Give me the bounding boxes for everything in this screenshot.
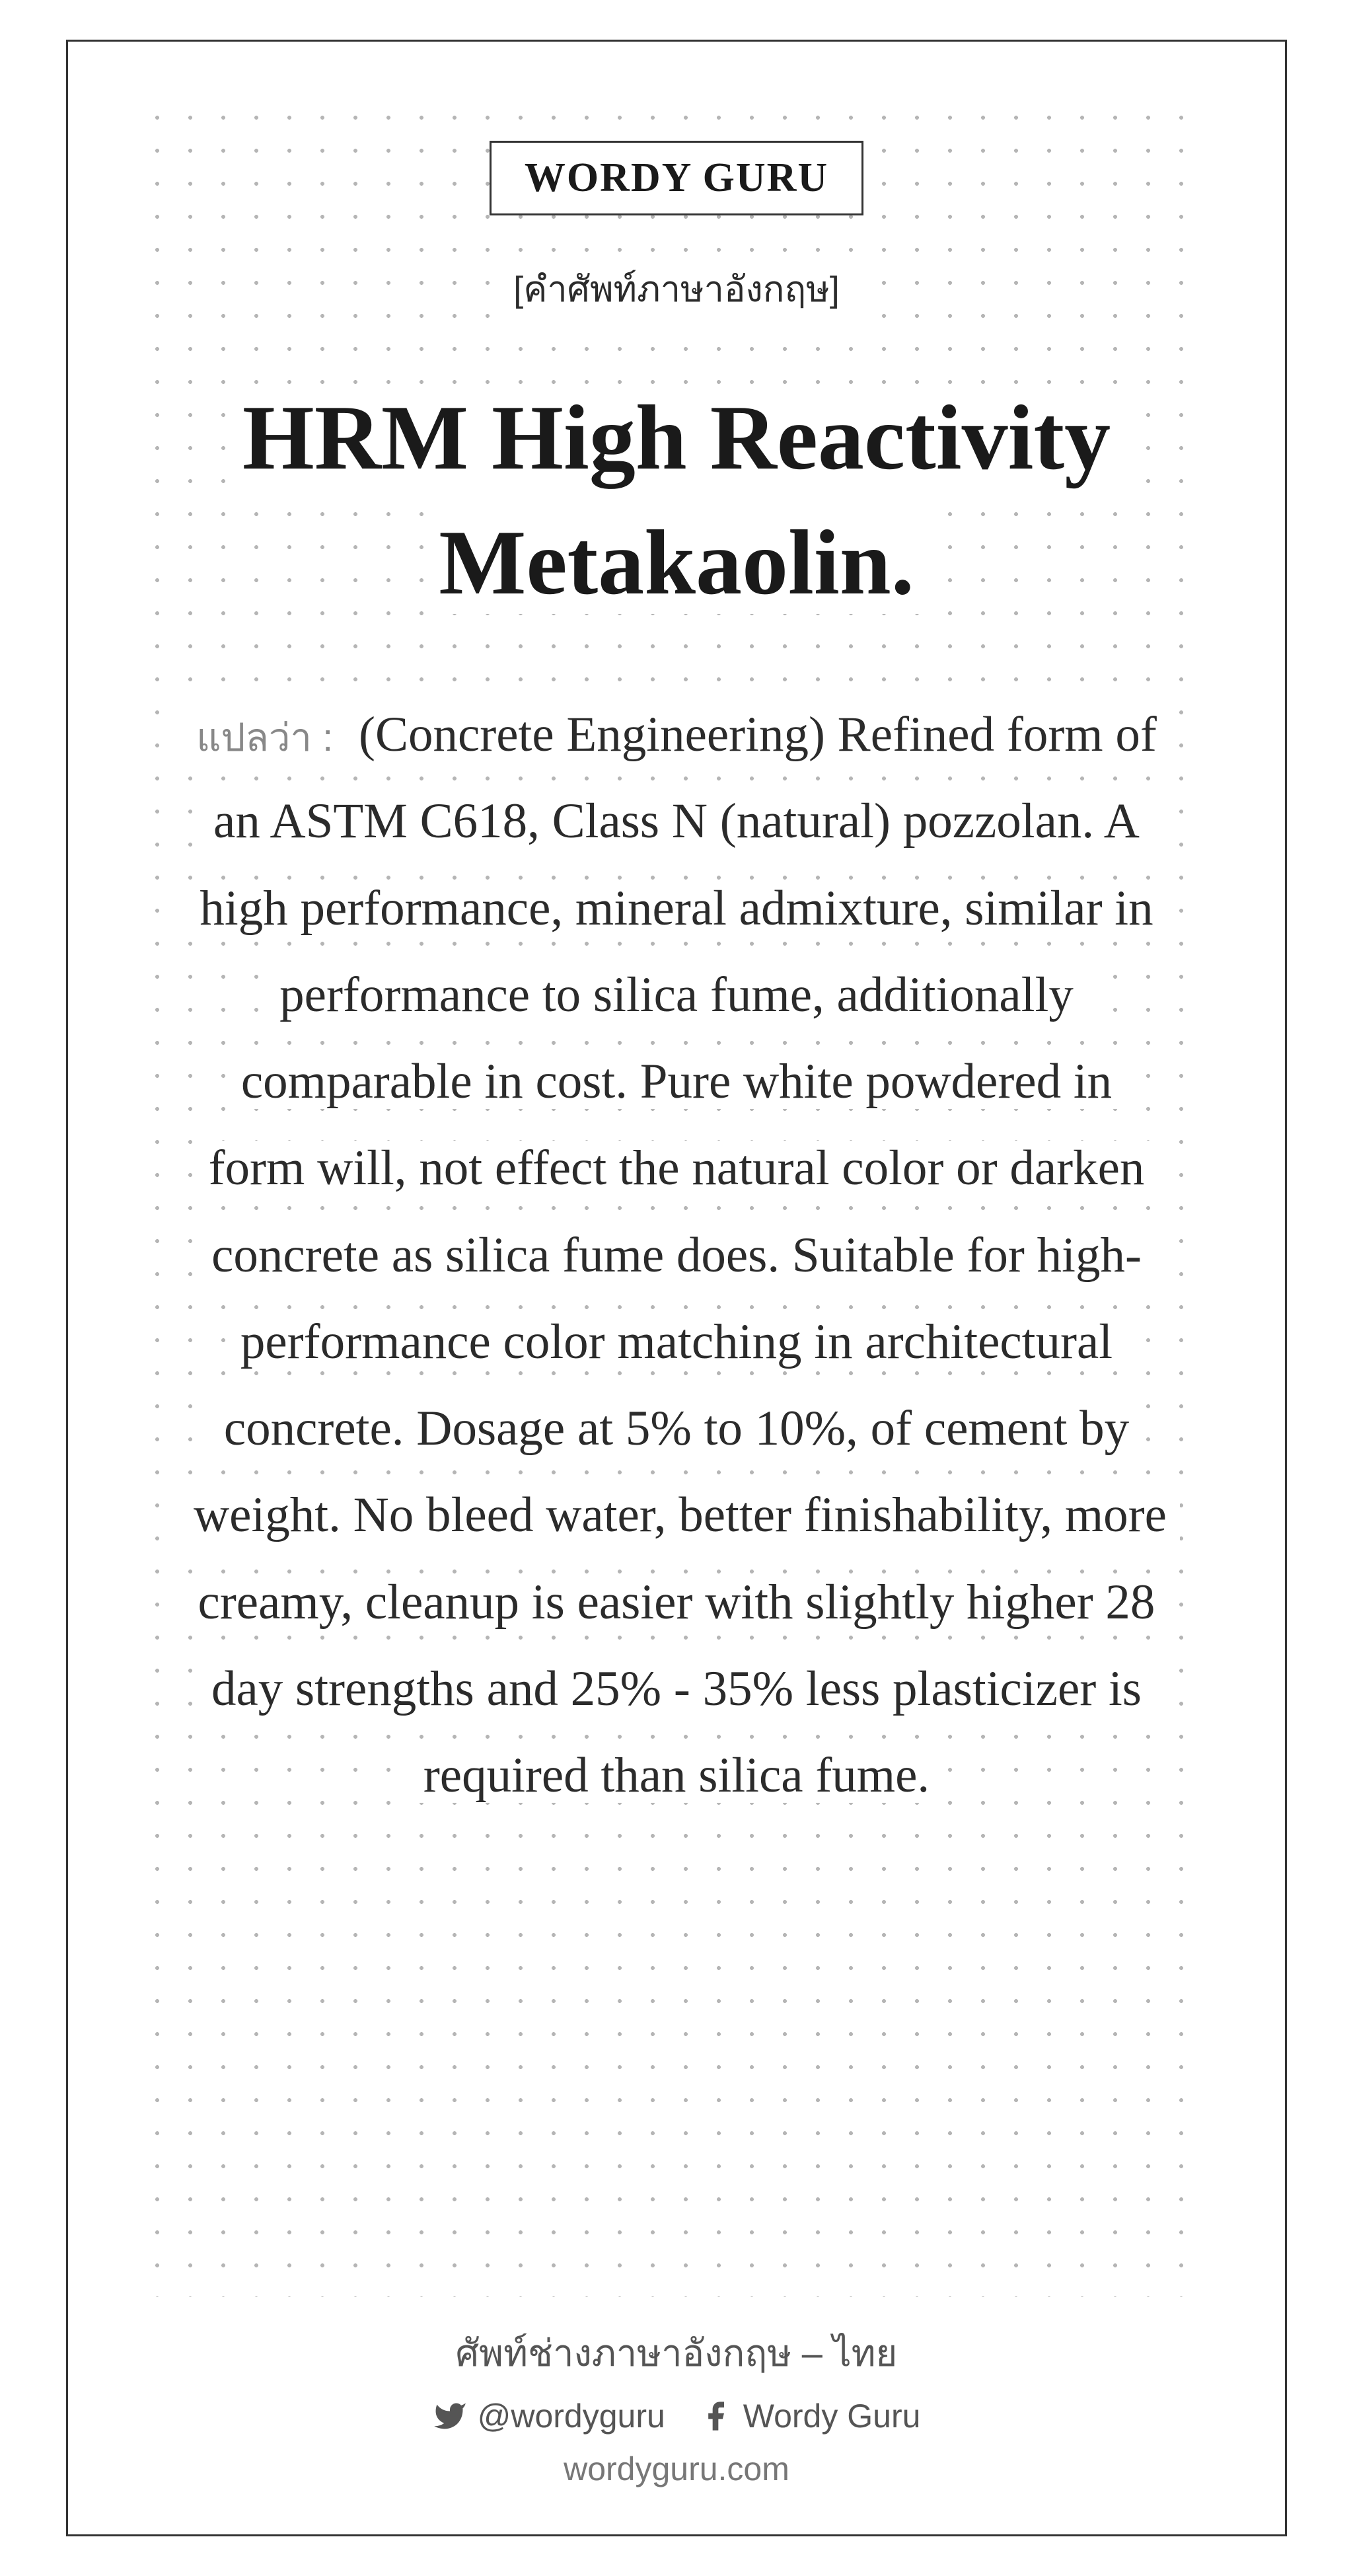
- term-title: HRM High Reactivity Metakaolin.: [180, 375, 1173, 625]
- facebook-item: Wordy Guru: [698, 2397, 921, 2435]
- footer-socials: @wordyguru Wordy Guru: [433, 2397, 921, 2435]
- twitter-handle: @wordyguru: [478, 2397, 665, 2435]
- facebook-icon: [698, 2399, 733, 2433]
- logo-text: WORDY GURU: [525, 155, 828, 202]
- footer-title: ศัพท์ช่างภาษาอังกฤษ – ไทย: [456, 2324, 898, 2382]
- translate-label: แปลว่า :: [190, 716, 340, 759]
- definition-block: แปลว่า : (Concrete Engineering) Refined …: [180, 691, 1173, 1819]
- footer: ศัพท์ช่างภาษาอังกฤษ – ไทย @wordyguru Wor…: [141, 2324, 1212, 2488]
- term-text: HRM High Reactivity Metakaolin.: [235, 387, 1118, 614]
- twitter-icon: [433, 2399, 467, 2433]
- card-frame: WORDY GURU [คำศัพท์ภาษาอังกฤษ] HRM High …: [66, 40, 1287, 2536]
- logo-box: WORDY GURU: [490, 141, 863, 215]
- definition-wrap: แปลว่า : (Concrete Engineering) Refined …: [180, 707, 1180, 1803]
- footer-url: wordyguru.com: [564, 2450, 789, 2488]
- definition-text: (Concrete Engineering) Refined form of a…: [187, 707, 1173, 1803]
- facebook-handle: Wordy Guru: [743, 2397, 921, 2435]
- category-label: [คำศัพท์ภาษาอังกฤษ]: [494, 255, 859, 322]
- twitter-item: @wordyguru: [433, 2397, 665, 2435]
- dotted-background: WORDY GURU [คำศัพท์ภาษาอังกฤษ] HRM High …: [141, 101, 1212, 2297]
